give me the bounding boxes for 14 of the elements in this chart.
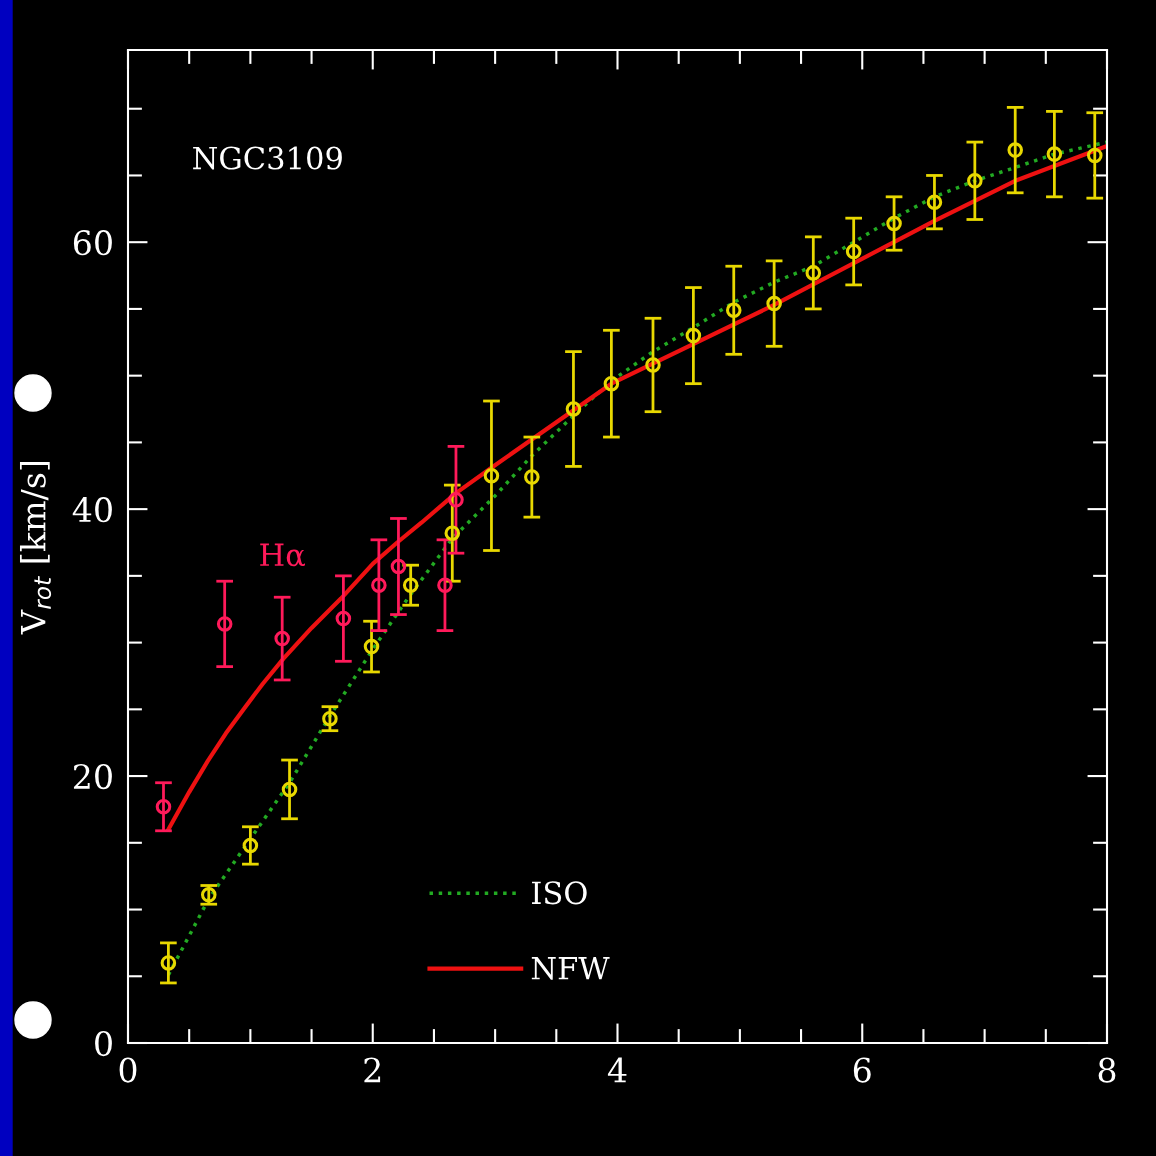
- series-label: Hα: [260, 543, 306, 567]
- y-tick-label: 40: [72, 497, 112, 523]
- y-tick-label: 0: [95, 1030, 112, 1057]
- x-tick-label: 4: [607, 1057, 627, 1083]
- y-axis-title: V$_{rot}$ [km/s]: [19, 461, 52, 635]
- y-tick-label: 20: [73, 763, 112, 790]
- legend-label: ISO: [532, 881, 587, 905]
- legend-label: NFW: [531, 957, 610, 980]
- y-tick-label: 60: [73, 230, 112, 256]
- x-tick-label: 6: [853, 1057, 871, 1083]
- x-tick-label: 2: [364, 1057, 381, 1083]
- annotation: NGC3109: [193, 146, 342, 170]
- x-tick-label: 8: [1098, 1057, 1116, 1083]
- x-tick-label: 0: [119, 1057, 137, 1083]
